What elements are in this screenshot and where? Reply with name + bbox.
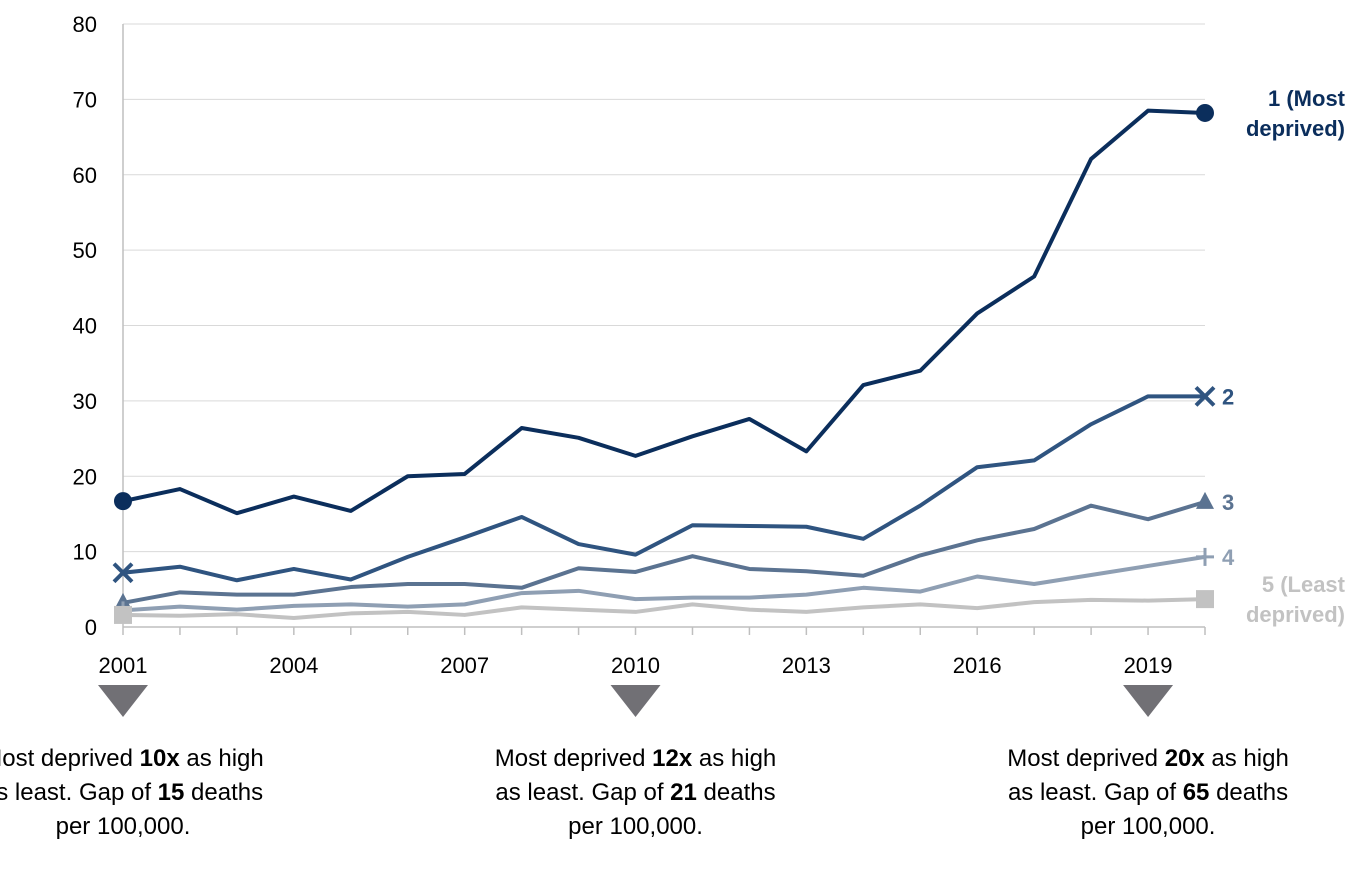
annotation-pointers	[98, 685, 1174, 717]
annotation-fragment: Most deprived	[0, 745, 133, 772]
y-tick-label: 70	[73, 87, 97, 112]
series-label: 3	[1222, 490, 1234, 515]
annotation-fragment: deaths per 100,000.	[55, 779, 264, 840]
annotation-highlight: 10x	[139, 745, 180, 772]
x-tick-label: 2016	[953, 653, 1002, 678]
series-label: 4	[1222, 545, 1235, 570]
x-tick-label: 2007	[440, 653, 489, 678]
series-label-line: 1 (Most	[1268, 86, 1346, 111]
annotation-highlight: 20x	[1164, 745, 1205, 772]
series-start-marker	[112, 562, 134, 584]
annotation-pointer	[98, 685, 148, 717]
gridlines	[123, 23, 1205, 553]
annotation-fragment: as high as least. Gap of	[1007, 745, 1289, 806]
series-markers	[112, 103, 1216, 624]
x-tick-label: 2013	[782, 653, 831, 678]
annotation-text: Most deprived 10x as high as least. Gap …	[0, 742, 273, 844]
series-labels: 1 (Most deprived) 2 3 4 5 (Least deprived)	[1222, 86, 1346, 627]
series-start-marker	[114, 592, 132, 610]
y-tick-label: 50	[73, 238, 97, 263]
x-tick-label: 2001	[99, 653, 148, 678]
annotation-fragment: deaths per 100,000.	[1080, 779, 1289, 840]
series-label: 2	[1222, 384, 1234, 409]
series-end-marker	[1196, 590, 1214, 609]
annotation-highlight: 12x	[652, 745, 693, 772]
series-line	[122, 394, 1205, 583]
annotation-text: Most deprived 20x as high as least. Gap …	[998, 742, 1298, 844]
series-label-line: 3	[1222, 490, 1234, 515]
series-line	[122, 554, 1206, 613]
series-start-marker	[114, 605, 132, 624]
y-tick-label: 40	[73, 314, 97, 339]
series-end-marker	[1196, 103, 1214, 122]
y-tick-label: 80	[73, 12, 97, 37]
series-label-line: 5 (Least	[1262, 572, 1346, 597]
annotation-highlight: 15	[157, 779, 185, 806]
series-label: 1 (Most deprived)	[1246, 86, 1346, 141]
annotation-highlight: 21	[670, 779, 697, 806]
x-tick-label: 2019	[1124, 653, 1173, 678]
x-tick-label: 2010	[611, 653, 660, 678]
annotation-pointer	[1123, 685, 1174, 717]
series-line	[122, 597, 1206, 620]
annotation-fragment: as high as least. Gap of	[495, 745, 777, 806]
series-lines	[122, 108, 1206, 620]
y-tick-label: 20	[73, 464, 97, 489]
annotation-text: Most deprived 12x as high as least. Gap …	[486, 742, 786, 844]
series-line	[122, 499, 1206, 605]
y-tick-label: 10	[73, 540, 97, 565]
series-label-line: 4	[1222, 545, 1235, 570]
x-axis: 2001 2004 2007 2010 2013 2016 2019	[99, 626, 1206, 678]
annotation-fragment: Most deprived	[1007, 745, 1165, 772]
y-tick-label: 0	[85, 615, 97, 640]
annotation-highlight: 65	[1182, 779, 1210, 806]
y-axis: 0 10 20 30 40 50 60 70 80	[73, 12, 124, 640]
series-label-line: 2	[1222, 384, 1234, 409]
series-line	[122, 108, 1206, 516]
series-label-line: deprived)	[1246, 116, 1345, 141]
y-tick-label: 30	[73, 389, 97, 414]
annotation-fragment: deaths per 100,000.	[568, 779, 776, 840]
y-tick-label: 60	[73, 163, 97, 188]
series-end-marker	[1196, 491, 1214, 509]
annotation-fragment: Most deprived	[494, 745, 653, 772]
annotation-pointer	[610, 685, 661, 717]
series-label: 5 (Least deprived)	[1246, 572, 1346, 627]
x-tick-label: 2004	[269, 653, 318, 678]
annotation-fragment: as high as least. Gap of	[0, 745, 264, 806]
series-start-marker	[114, 492, 132, 511]
series-label-line: deprived)	[1246, 602, 1345, 627]
series-end-marker	[1194, 385, 1216, 407]
